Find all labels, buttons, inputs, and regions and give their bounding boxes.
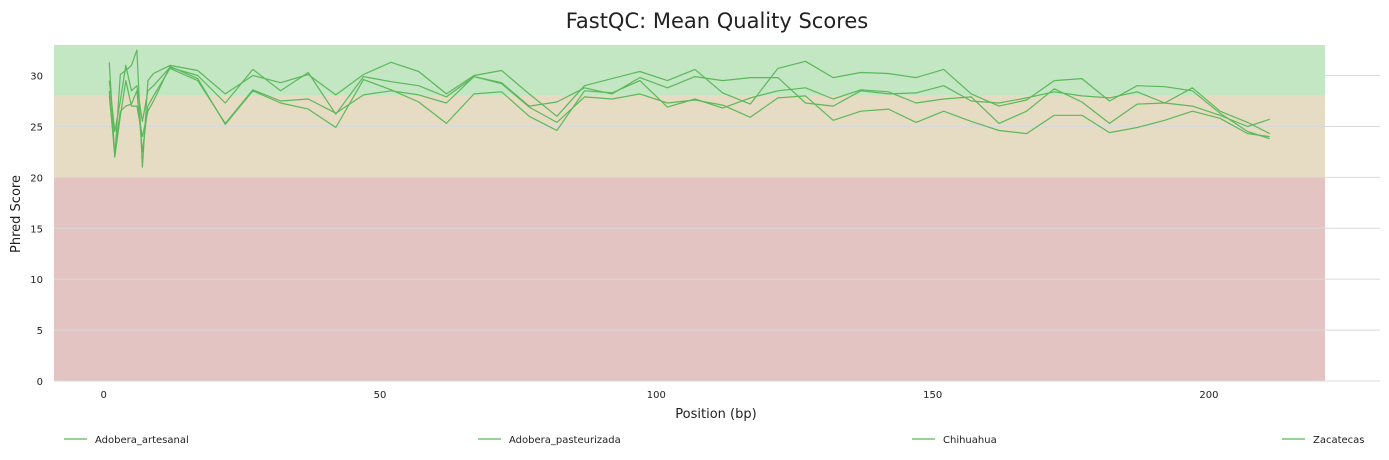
y-tick-label: 25	[30, 122, 43, 133]
y-tick-labels: 0 5 10 15 20 25 30	[30, 72, 43, 388]
quality-band-1	[54, 95, 1325, 178]
legend-label: Chihuahua	[943, 435, 997, 446]
legend-label: Adobera_artesanal	[95, 435, 189, 446]
x-tick-label: 0	[101, 390, 107, 401]
y-tick-label: 10	[30, 275, 43, 286]
series-line-1	[108, 49, 1270, 168]
x-axis-label: Position (bp)	[675, 407, 756, 422]
x-tick-label: 150	[923, 390, 942, 401]
x-tick-label: 100	[647, 390, 666, 401]
y-tick-label: 30	[30, 72, 43, 83]
quality-band-0	[54, 45, 1325, 96]
legend-item[interactable]: Zacatecas	[1282, 435, 1365, 446]
y-tick-label: 5	[37, 326, 43, 337]
y-tick-label: 20	[30, 173, 43, 184]
x-tick-label: 200	[1199, 390, 1218, 401]
legend: Adobera_artesanal Adobera_pasteurizada Chi…	[64, 435, 1365, 446]
series-line-3	[108, 67, 1270, 153]
chart-title: FastQC: Mean Quality Scores	[566, 9, 869, 33]
legend-label: Adobera_pasteurizada	[509, 435, 621, 446]
series-lines	[108, 49, 1270, 168]
legend-item[interactable]: Adobera_pasteurizada	[478, 435, 621, 446]
x-tick-label: 50	[374, 390, 387, 401]
series-line-4	[108, 65, 1270, 158]
x-tick-labels: 0 50 100 150 200	[101, 390, 1219, 401]
quality-bands	[54, 45, 1325, 381]
y-tick-label: 0	[37, 377, 43, 388]
legend-item[interactable]: Chihuahua	[912, 435, 997, 446]
legend-label: Zacatecas	[1313, 435, 1365, 446]
gridlines	[54, 75, 1380, 382]
legend-item[interactable]: Adobera_artesanal	[64, 435, 189, 446]
y-axis-label: Phred Score	[9, 175, 24, 253]
y-tick-label: 15	[30, 224, 43, 235]
